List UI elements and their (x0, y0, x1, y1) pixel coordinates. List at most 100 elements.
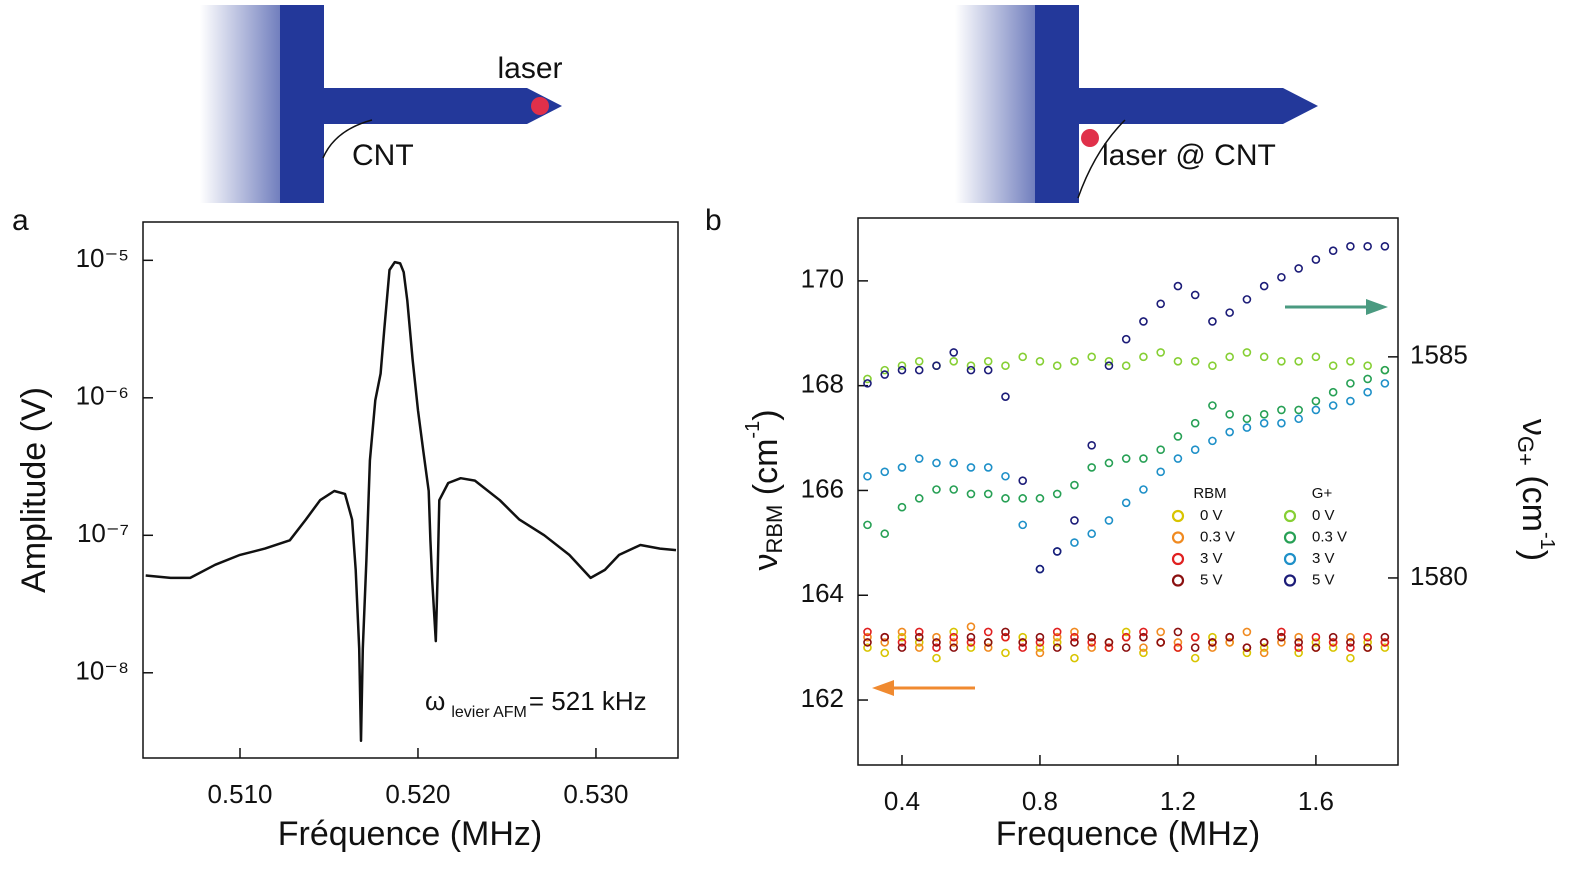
legend-label: 3 V (1312, 550, 1335, 567)
data-point (1035, 632, 1045, 642)
data-point (1190, 418, 1200, 428)
data-point (1104, 516, 1114, 525)
data-point (1035, 494, 1045, 503)
data-point (983, 463, 993, 472)
data-point (1018, 632, 1028, 642)
data-point (1242, 423, 1252, 432)
label-subscript: RBM (762, 505, 787, 554)
data-point (1242, 295, 1252, 304)
data-point (1139, 485, 1148, 494)
data-point (1173, 281, 1183, 291)
data-point (1294, 632, 1303, 642)
data-point (1208, 643, 1217, 652)
data-point (1173, 432, 1183, 441)
data-point (1190, 290, 1200, 300)
data-point (914, 638, 924, 647)
label-superscript: -1 (1536, 532, 1558, 550)
data-point (949, 627, 959, 637)
data-point (983, 489, 993, 499)
data-point (1346, 638, 1355, 647)
data-point (1277, 418, 1286, 428)
data-point (1173, 638, 1183, 647)
data-point (1363, 632, 1372, 642)
data-point (1259, 352, 1269, 362)
data-point (897, 643, 907, 652)
data-point (914, 494, 924, 503)
data-point (1087, 352, 1096, 362)
data-point (1328, 361, 1338, 370)
data-point (983, 627, 993, 637)
legend-label: 5 V (1200, 571, 1223, 588)
data-point (1277, 632, 1286, 642)
data-point (1225, 427, 1234, 437)
data-point (914, 627, 924, 637)
data-point (966, 643, 976, 652)
x-tick-label: 0.4 (884, 786, 920, 816)
data-point (1001, 361, 1010, 370)
data-point (1070, 538, 1079, 547)
schematic-a: laser CNT (200, 5, 563, 203)
data-point (983, 365, 993, 375)
data-point (1311, 632, 1321, 642)
data-point (1346, 396, 1355, 406)
data-point (1035, 564, 1045, 574)
annotation-subscript: levier AFM (451, 704, 527, 721)
data-point (1018, 638, 1028, 647)
data-point (1380, 365, 1390, 375)
label-text: (cm (1515, 466, 1553, 532)
data-point (1139, 352, 1148, 362)
data-point (949, 638, 959, 647)
schematic-label: laser (497, 52, 562, 85)
label-close: ) (747, 409, 785, 420)
data-point (1242, 643, 1252, 652)
plot-frame (857, 217, 1399, 766)
data-point (1156, 638, 1165, 647)
y-tick-label: 166 (801, 473, 844, 503)
label-close: ) (1515, 550, 1553, 561)
data-point (897, 627, 907, 637)
panel-label: b (705, 204, 722, 237)
axis-arrows (872, 299, 1388, 696)
data-point (863, 643, 872, 652)
annotation-text: = 521 kHz (529, 686, 647, 716)
arrowhead (1366, 299, 1388, 315)
cantilever (1078, 88, 1318, 124)
cnt (1077, 119, 1126, 199)
data-point (1225, 352, 1234, 362)
data-point (966, 463, 976, 472)
data-point (1070, 632, 1079, 642)
laser-spot (1081, 129, 1099, 147)
data-point (1104, 361, 1114, 370)
data-point (1242, 414, 1252, 424)
data-point (1035, 648, 1045, 658)
data-point (1208, 361, 1217, 370)
data-point (1070, 627, 1079, 637)
data-point (1277, 356, 1286, 366)
data-point (932, 458, 941, 468)
x-tick-label: 0.530 (563, 779, 628, 809)
data-point (1121, 498, 1131, 508)
data-point (1346, 643, 1355, 652)
data-point (1259, 638, 1269, 647)
data-point (1104, 458, 1114, 468)
data-point (1104, 638, 1114, 647)
data-point (1328, 643, 1338, 652)
data-point (1225, 410, 1234, 419)
data-point (897, 632, 907, 642)
data-point (1346, 653, 1355, 663)
y-tick-label: 170 (801, 264, 844, 294)
data-point (1208, 638, 1217, 647)
data-point (1346, 242, 1355, 251)
data-point (1070, 356, 1079, 366)
data-point (1363, 361, 1372, 370)
data-point (1070, 516, 1079, 525)
data-point (897, 502, 907, 512)
data-point (914, 643, 924, 652)
data-point (1242, 627, 1252, 637)
data-point (863, 379, 872, 388)
data-point (1121, 334, 1131, 344)
data-point (1018, 520, 1028, 530)
legend-label: 5 V (1312, 571, 1335, 588)
legend-marker (1171, 574, 1185, 587)
data-point (1121, 361, 1131, 370)
